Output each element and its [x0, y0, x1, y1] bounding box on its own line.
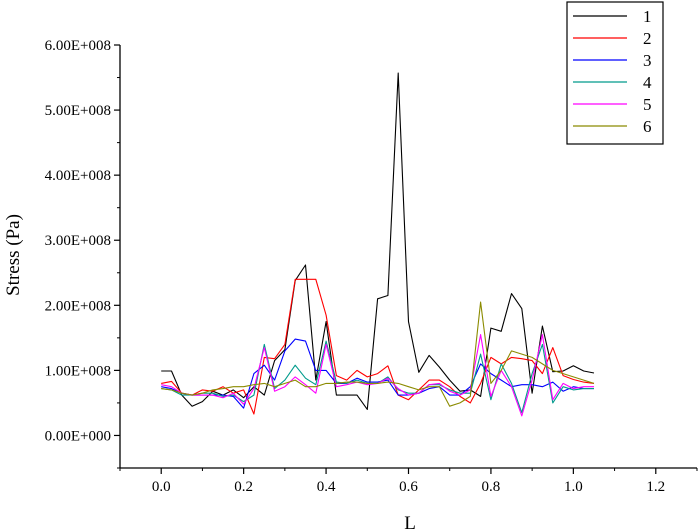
y-tick-label: 4.00E+008 [45, 168, 111, 184]
series-line-4 [161, 340, 594, 414]
x-axis-title: L [404, 513, 416, 532]
legend-label-1: 1 [643, 7, 652, 26]
x-tick-label: 0.6 [399, 479, 418, 495]
y-axis: 0.00E+000 1.00E+008 2.00E+008 3.00E+008 4.00… [45, 38, 120, 469]
y-tick-label: 1.00E+008 [45, 363, 111, 379]
legend-label-5: 5 [643, 95, 652, 114]
x-tick-label: 1.2 [646, 479, 665, 495]
y-tick-label: 3.00E+008 [45, 233, 111, 249]
x-axis: 0.0 0.2 0.4 0.6 0.8 1.0 1.2 [119, 468, 698, 495]
y-tick-label: 2.00E+008 [45, 298, 111, 314]
series-line-6 [161, 301, 595, 407]
y-tick-label: 6.00E+008 [45, 38, 111, 54]
legend: 1 2 3 4 5 6 [566, 1, 664, 145]
series-line-5 [161, 334, 594, 417]
x-tick-label: 0.8 [482, 479, 501, 495]
legend-box [566, 1, 664, 145]
series-line-3 [161, 338, 594, 409]
x-tick-label: 0.2 [234, 479, 253, 495]
legend-label-6: 6 [643, 117, 652, 136]
legend-label-2: 2 [643, 29, 652, 48]
y-tick-label: 5.00E+008 [45, 103, 111, 119]
series-layer [161, 72, 595, 417]
legend-label-4: 4 [643, 73, 652, 92]
legend-label-3: 3 [643, 51, 652, 70]
x-tick-label: 1.0 [564, 479, 583, 495]
y-tick-label: 0.00E+000 [45, 428, 111, 444]
x-tick-label: 0.0 [152, 479, 171, 495]
x-tick-label: 0.4 [317, 479, 336, 495]
y-axis-title: Stress (Pa) [3, 214, 24, 296]
series-line-1 [161, 72, 595, 410]
